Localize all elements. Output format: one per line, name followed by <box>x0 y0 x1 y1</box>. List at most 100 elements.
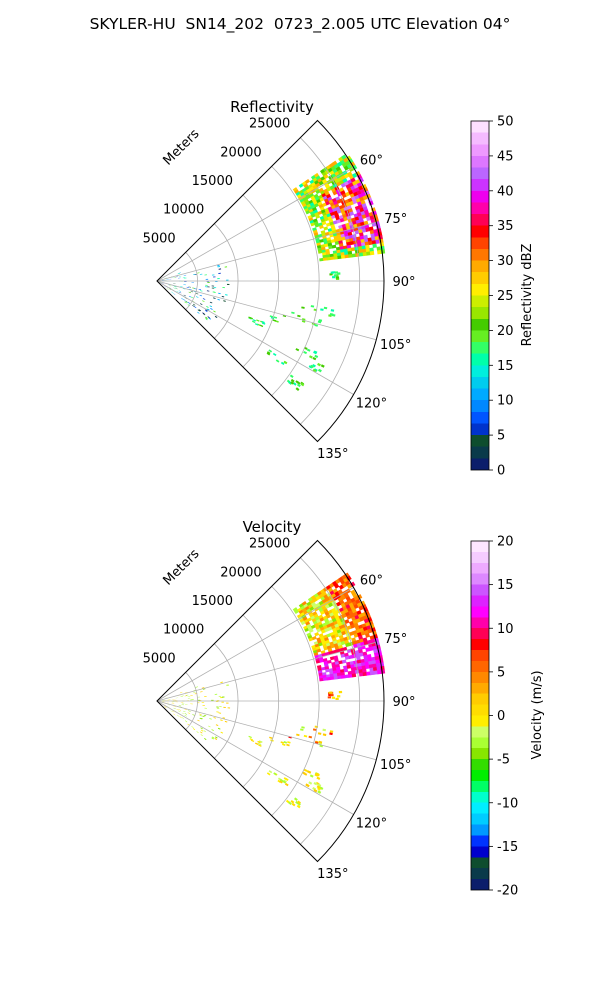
echo-gate <box>303 625 309 630</box>
echo-gate <box>309 774 314 778</box>
echo-gate <box>204 696 207 698</box>
echo-gate <box>347 231 353 237</box>
echo-gate <box>322 674 327 679</box>
echo-gate <box>344 232 349 237</box>
echo-gate <box>364 241 370 246</box>
colorbar-tick-label: 0 <box>497 709 505 724</box>
echo-gate <box>190 291 194 293</box>
azimuth-gridline <box>156 280 354 395</box>
echo-gate <box>369 667 374 672</box>
echo-gate <box>194 306 197 309</box>
echo-gate <box>218 268 222 270</box>
echo-gate <box>176 714 180 717</box>
echo-gate <box>211 729 214 732</box>
echo-gate <box>361 214 367 219</box>
colorbar-tick-label: 15 <box>497 578 514 593</box>
echo-gate <box>332 250 338 255</box>
echo-gate <box>360 221 365 227</box>
echo-gate <box>376 666 382 671</box>
echo-gate <box>330 214 336 220</box>
colorbar-tick-label: 10 <box>497 622 514 637</box>
echo-gate <box>337 695 341 698</box>
echo-gate <box>217 727 221 730</box>
echo-gate <box>368 664 374 669</box>
echo-gate <box>163 704 166 706</box>
echo-gate <box>371 236 376 242</box>
echo-gate <box>305 621 311 626</box>
echo-gate <box>190 703 193 705</box>
echo-gate <box>325 668 330 673</box>
echo-gate <box>181 695 184 697</box>
echo-gate <box>205 318 208 321</box>
echo-gate <box>312 356 317 361</box>
echo-gate <box>164 706 167 708</box>
echo-gate <box>368 226 374 232</box>
echo-gate <box>307 206 313 211</box>
echo-gate <box>355 219 361 225</box>
colorbar-tick-label: 35 <box>497 219 514 234</box>
echo-gate <box>208 317 212 320</box>
echo-gate <box>318 672 323 677</box>
echo-gate <box>351 234 357 239</box>
echo-gate <box>358 672 364 677</box>
echo-gate <box>304 178 310 184</box>
echo-gate <box>204 737 207 741</box>
echo-gate <box>359 235 365 240</box>
echo-gate <box>173 707 176 710</box>
echo-gate <box>317 667 323 672</box>
echo-gate <box>226 702 229 704</box>
echo-gate <box>361 228 367 233</box>
echo-gate <box>205 278 209 280</box>
echo-gate <box>161 701 164 703</box>
echo-gate <box>322 733 327 737</box>
azimuth-tick-label: 60° <box>360 154 383 169</box>
colorbar-tick-label: 45 <box>497 149 514 164</box>
echo-gate <box>314 223 320 228</box>
echo-gate <box>175 276 178 278</box>
colorbar-tick-label: -20 <box>497 884 518 899</box>
echo-gate <box>333 655 339 660</box>
sector-outline <box>156 539 385 863</box>
velocity-grid <box>156 539 385 863</box>
echo-gate <box>315 214 321 219</box>
echo-gate <box>350 667 356 672</box>
echo-gate <box>330 644 336 649</box>
echo-gate <box>343 668 349 673</box>
echo-gate <box>177 710 181 712</box>
echo-gate <box>288 801 292 806</box>
echo-gate <box>368 646 374 652</box>
echo-gate <box>358 249 364 254</box>
echo-gate <box>333 253 338 257</box>
echo-gate <box>226 279 229 281</box>
echo-gate <box>336 252 342 257</box>
echo-gate <box>368 240 373 246</box>
echo-gate <box>369 635 375 641</box>
echo-gate <box>356 642 362 648</box>
echo-gate <box>339 217 345 223</box>
velocity-colorbar-bar <box>470 540 490 891</box>
range-tick-label: 25000 <box>249 537 290 552</box>
echo-gate <box>203 714 207 717</box>
echo-gate <box>292 607 298 612</box>
echo-gate <box>370 218 376 224</box>
echo-gate <box>367 657 373 662</box>
echo-gate <box>175 697 179 699</box>
echo-gate <box>213 717 217 719</box>
echo-gate <box>375 662 381 668</box>
range-tick-label: 10000 <box>163 203 204 218</box>
echo-gate <box>365 632 371 638</box>
echo-gate <box>359 218 365 224</box>
echo-gate <box>333 255 339 260</box>
echo-gate <box>331 313 336 317</box>
colorbar-tick-label: 25 <box>497 289 514 304</box>
echo-gate <box>304 627 310 633</box>
echo-gate <box>275 320 279 323</box>
echo-gate <box>217 278 220 280</box>
echo-gate <box>326 254 331 258</box>
echo-gate <box>195 686 198 688</box>
echo-gate <box>193 692 196 694</box>
echo-gate <box>301 306 305 309</box>
echo-gate <box>223 706 226 709</box>
echo-gate <box>287 741 291 744</box>
